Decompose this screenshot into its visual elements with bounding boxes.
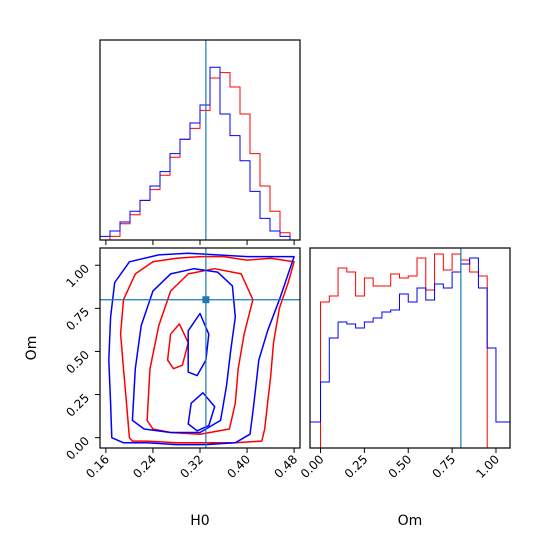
- om-histogram-frame: [309, 247, 511, 449]
- contour-red-0: [119, 255, 295, 444]
- y-axis-title-om: Om: [24, 336, 40, 361]
- truth-marker: [202, 296, 210, 304]
- x-axis-title-om: Om: [398, 513, 423, 529]
- contour-blue-1: [131, 267, 237, 434]
- contour-blue-3: [187, 392, 216, 432]
- contour-red-1: [146, 267, 254, 435]
- x-axis-title-h0: H0: [190, 513, 209, 529]
- contour-blue-2: [187, 312, 210, 377]
- h0-hist-blue-series: [99, 66, 300, 241]
- h0-histogram-panel: [99, 39, 301, 245]
- om-hist-blue-series: [309, 257, 511, 448]
